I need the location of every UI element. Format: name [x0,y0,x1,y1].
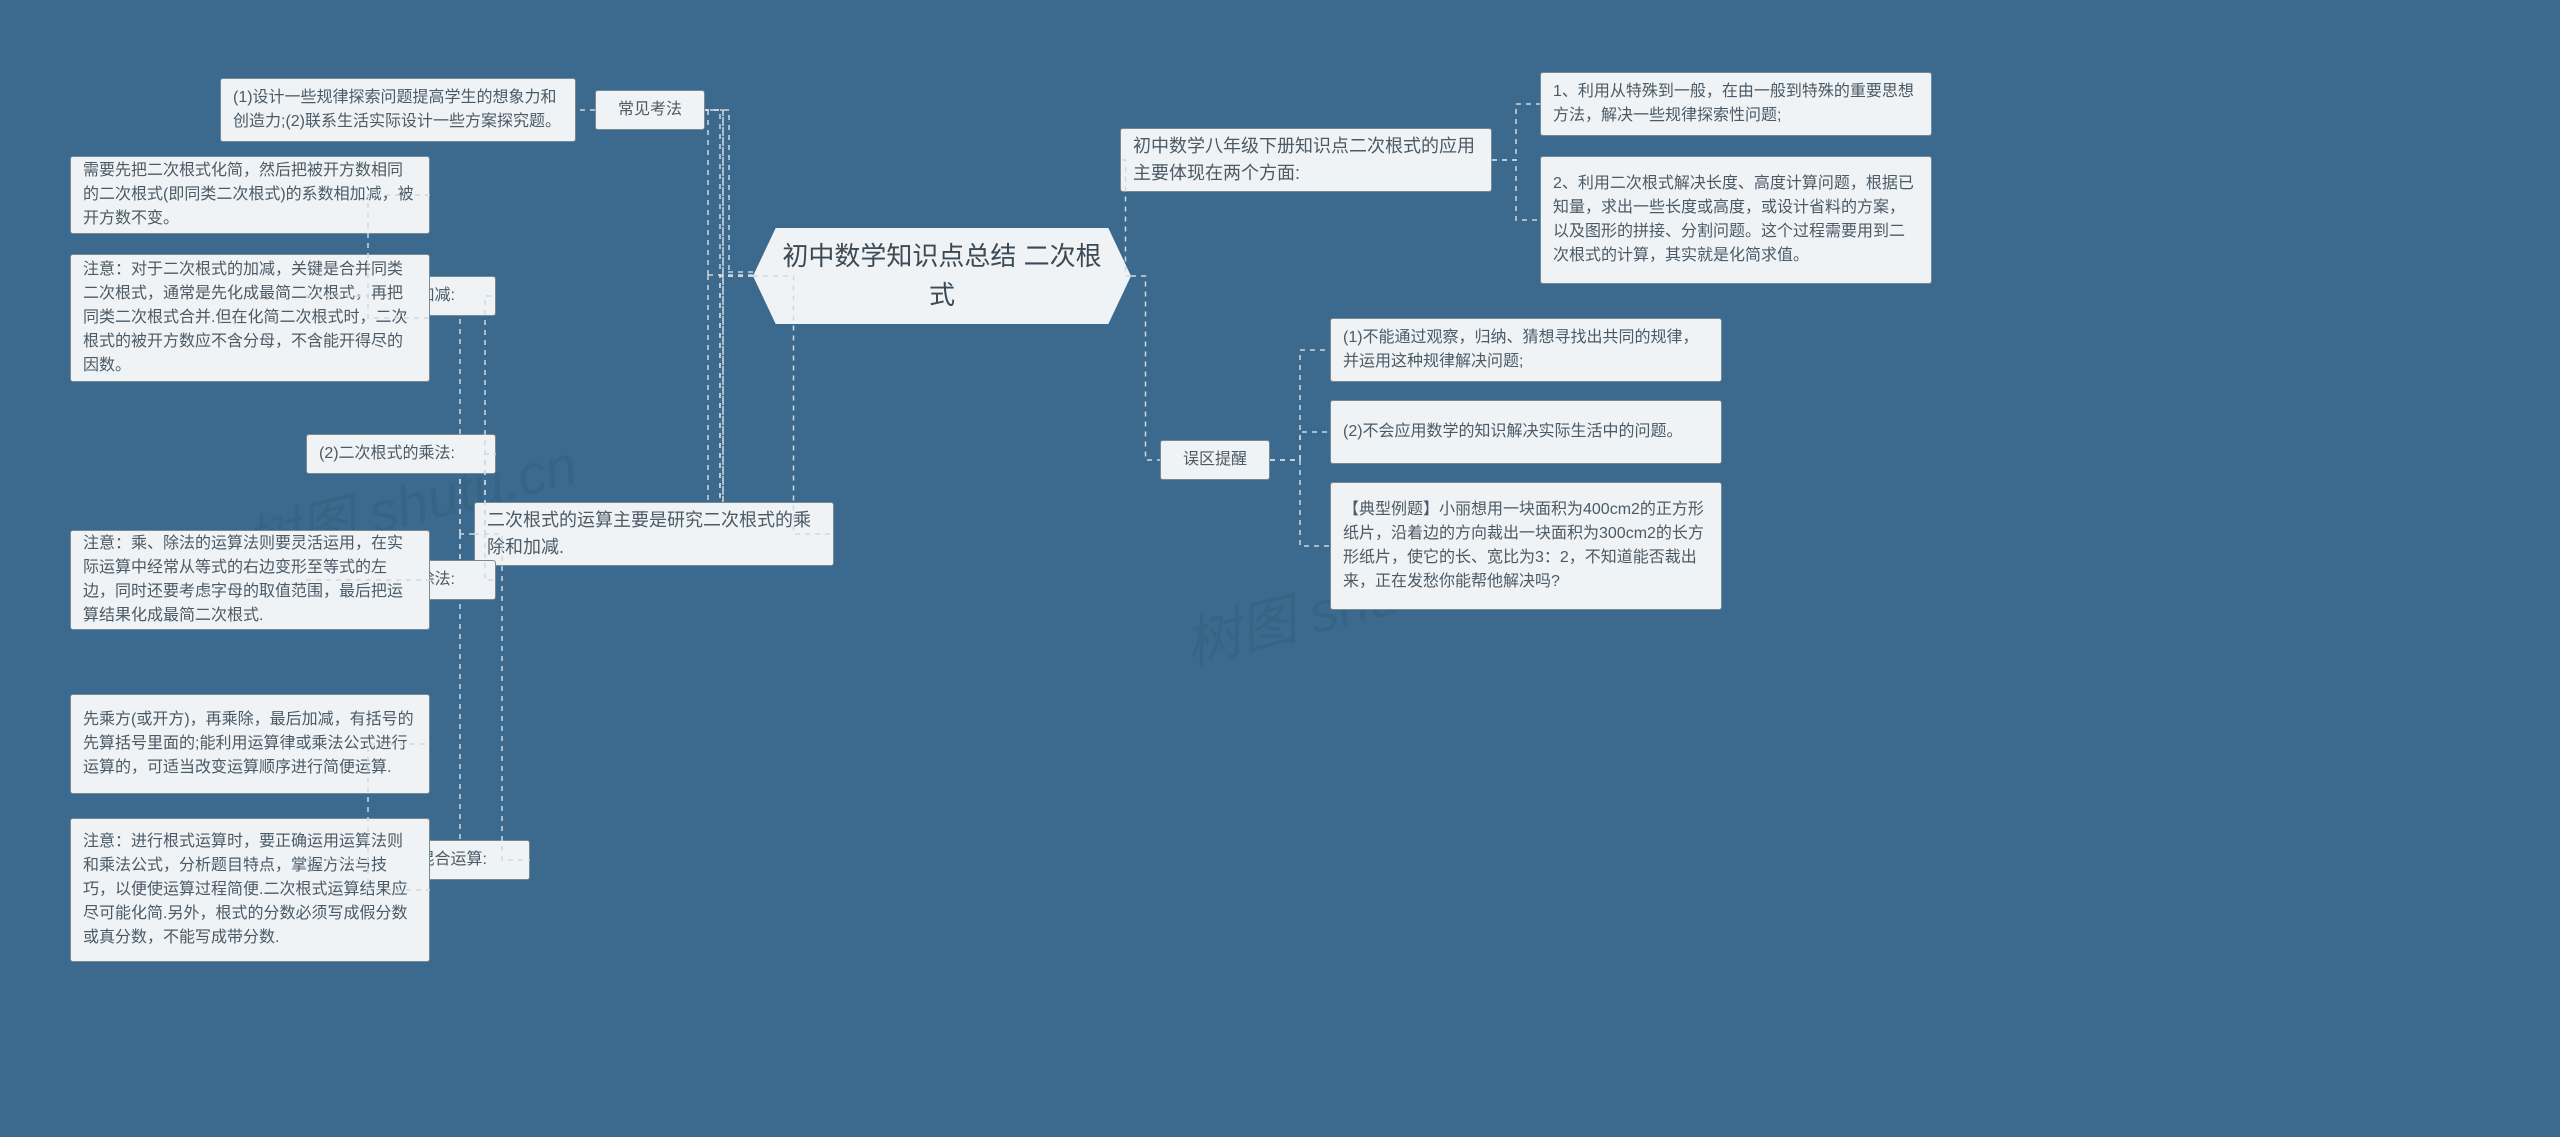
node-sub-jiajian-d2: 注意：对于二次根式的加减，关键是合并同类二次根式，通常是先化成最简二次根式，再把… [70,254,430,382]
node-wuqu-d1: (1)不能通过观察，归纳、猜想寻找出共同的规律，并运用这种规律解决问题; [1330,318,1722,382]
node-changjian-kaofa: 常见考法 [595,90,705,130]
node-wuqu-d3: 【典型例题】小丽想用一块面积为400cm2的正方形纸片，沿着边的方向裁出一块面积… [1330,482,1722,610]
node-changjian-kaofa-detail: (1)设计一些规律探索问题提高学生的想象力和创造力;(2)联系生活实际设计一些方… [220,78,576,142]
node-sub-chufa-d: 注意：乘、除法的运算法则要灵活运用，在实际运算中经常从等式的右边变形至等式的左边… [70,530,430,630]
node-sub-hunhe-d2: 注意：进行根式运算时，要正确运用运算法则和乘法公式，分析题目特点，掌握方法与技巧… [70,818,430,962]
node-yunsuan-main: 二次根式的运算主要是研究二次根式的乘除和加减. [474,502,834,566]
root-node: 初中数学知识点总结 二次根式 [753,228,1131,324]
node-wuqu-label: 误区提醒 [1160,440,1270,480]
node-wuqu-d2: (2)不会应用数学的知识解决实际生活中的问题。 [1330,400,1722,464]
node-yingyong-main: 初中数学八年级下册知识点二次根式的应用主要体现在两个方面: [1120,128,1492,192]
node-yingyong-d1: 1、利用从特殊到一般，在由一般到特殊的重要思想方法，解决一些规律探索性问题; [1540,72,1932,136]
node-yingyong-d2: 2、利用二次根式解决长度、高度计算问题，根据已知量，求出一些长度或高度，或设计省… [1540,156,1932,284]
node-sub-jiajian-d1: 需要先把二次根式化简，然后把被开方数相同的二次根式(即同类二次根式)的系数相加减… [70,156,430,234]
node-sub-hunhe-d1: 先乘方(或开方)，再乘除，最后加减，有括号的先算括号里面的;能利用运算律或乘法公… [70,694,430,794]
node-sub-chengfa: (2)二次根式的乘法: [306,434,496,474]
